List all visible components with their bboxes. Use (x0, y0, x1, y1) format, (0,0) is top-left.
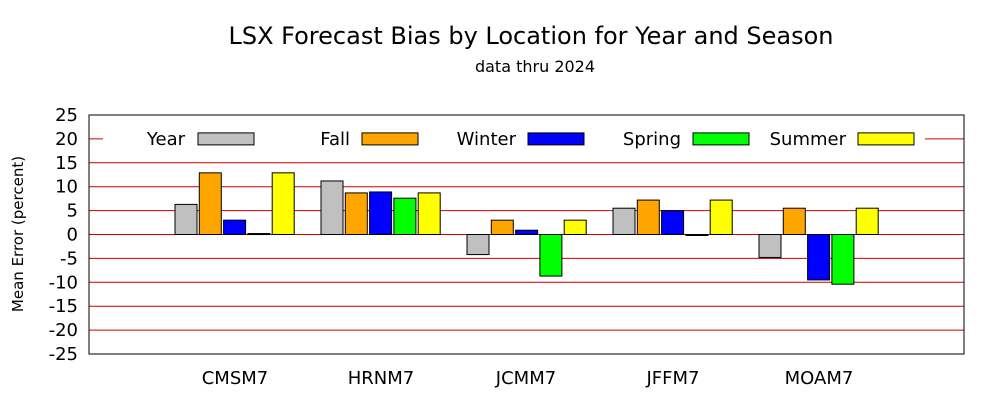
legend-swatch (527, 132, 585, 146)
legend-label: Winter (457, 129, 517, 150)
y-tick-label: -15 (49, 296, 78, 317)
legend-label: Year (146, 129, 186, 150)
x-category-label: CMSM7 (202, 368, 269, 389)
y-tick-label: 15 (55, 153, 78, 174)
y-tick-label: -20 (49, 320, 78, 341)
bar-cmsm7-spring (247, 233, 271, 236)
y-tick-label: -10 (49, 272, 78, 293)
bar-hrnm7-spring (393, 197, 417, 235)
bar-jcmm7-summer (563, 219, 587, 236)
bar-cmsm7-winter (223, 219, 247, 236)
y-tick-label: 10 (55, 177, 78, 198)
chart-title: LSX Forecast Bias by Location for Year a… (229, 22, 834, 50)
bar-moam7-summer (855, 207, 879, 236)
x-category-label: JCMM7 (495, 368, 556, 389)
bar-jffm7-fall (636, 199, 660, 235)
bar-hrnm7-fall (344, 192, 368, 235)
bar-jcmm7-winter (515, 229, 539, 235)
y-tick-label: 0 (67, 225, 78, 246)
bar-jffm7-summer (709, 199, 733, 235)
bar-moam7-spring (831, 234, 855, 285)
legend-swatch (361, 132, 419, 146)
plot-frame (88, 114, 965, 355)
bar-cmsm7-summer (271, 172, 295, 235)
bar-cmsm7-fall (198, 172, 222, 235)
bar-jffm7-winter (661, 210, 685, 236)
bar-jcmm7-fall (490, 219, 514, 236)
x-category-label: JFFM7 (646, 368, 700, 389)
x-category-label: MOAM7 (785, 368, 854, 389)
bar-jffm7-year (612, 207, 636, 236)
bar-hrnm7-year (320, 180, 344, 236)
legend-swatch (857, 132, 915, 146)
x-category-label: HRNM7 (348, 368, 415, 389)
bar-jcmm7-spring (539, 234, 563, 277)
bar-cmsm7-year (174, 203, 198, 236)
legend-swatch (197, 132, 255, 146)
y-tick-label: 25 (55, 105, 78, 126)
bar-jffm7-spring (685, 234, 709, 236)
y-tick-label: -5 (60, 248, 78, 269)
bar-hrnm7-summer (417, 192, 441, 235)
y-axis-label: Mean Error (percent) (9, 156, 27, 312)
bar-jcmm7-year (466, 234, 490, 256)
legend-label: Fall (320, 129, 350, 150)
x-categories: CMSM7 HRNM7 JCMM7 JFFM7 MOAM7 (202, 368, 854, 389)
y-ticks: 25 20 15 10 5 0-5 -10 -15 -20 -25 (49, 105, 78, 365)
y-tick-label: -25 (49, 344, 78, 365)
chart-subtitle: data thru 2024 (475, 57, 595, 76)
legend-label: Summer (770, 129, 847, 150)
bar-moam7-winter (807, 234, 831, 281)
legend: Year Fall Winter Spring Summer (103, 126, 925, 151)
bar-moam7-fall (782, 207, 806, 236)
bars-layer (174, 172, 879, 285)
bar-hrnm7-winter (369, 191, 393, 235)
bar-moam7-year (758, 234, 782, 258)
y-tick-label: 20 (55, 129, 78, 150)
legend-label: Spring (623, 129, 681, 150)
legend-swatch (692, 132, 750, 146)
y-tick-label: 5 (67, 201, 78, 222)
